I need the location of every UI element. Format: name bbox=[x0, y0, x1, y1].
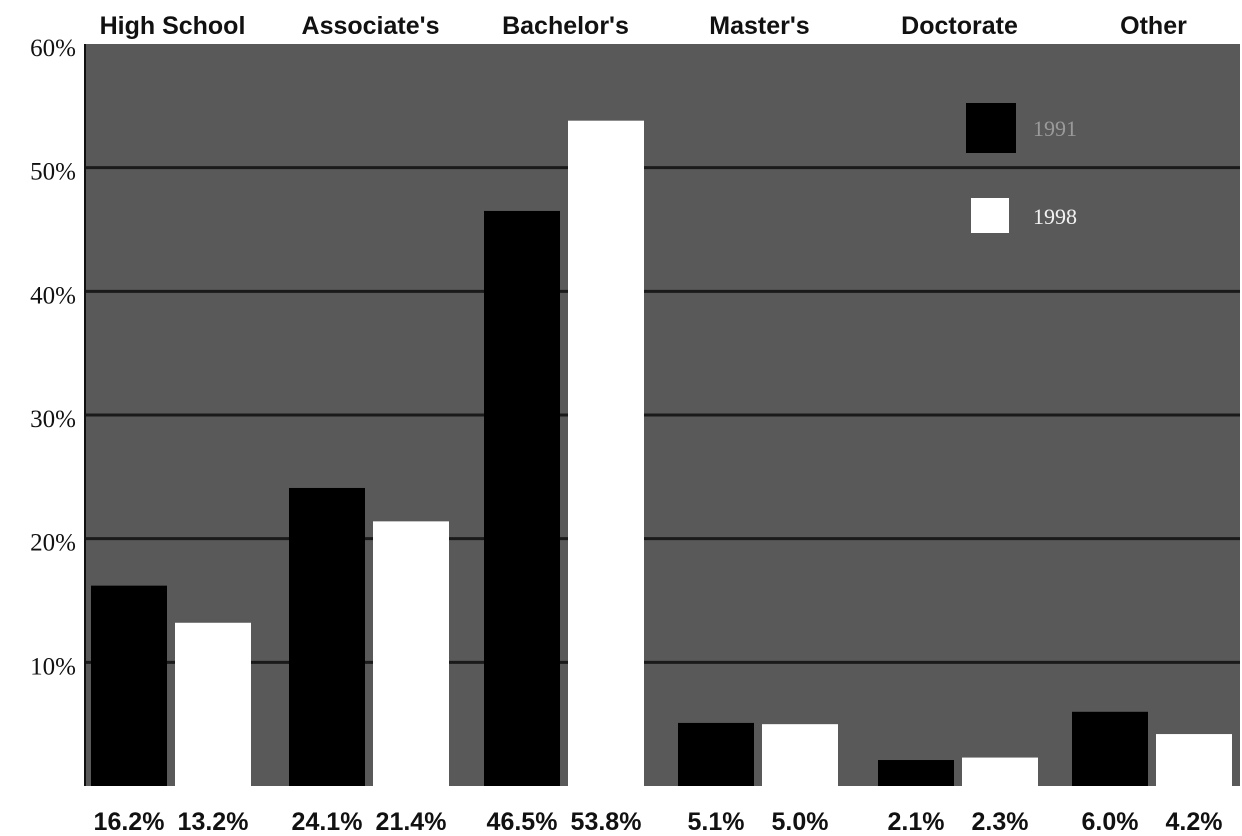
data-label: 21.4% bbox=[376, 808, 447, 836]
category-label: High School bbox=[100, 12, 246, 40]
data-label: 53.8% bbox=[571, 808, 642, 836]
bar-1991 bbox=[289, 487, 365, 786]
bar-1991 bbox=[1072, 711, 1148, 786]
category-label: Other bbox=[1120, 12, 1187, 40]
data-label: 13.2% bbox=[178, 808, 249, 836]
category-label: Associate's bbox=[302, 12, 440, 40]
data-label: 5.1% bbox=[688, 808, 745, 836]
category-labels: High School Associate's Bachelor's Master's… bbox=[100, 12, 1188, 40]
bar-1998 bbox=[373, 521, 449, 786]
legend: 1991 1998 bbox=[966, 103, 1077, 233]
data-label: 24.1% bbox=[292, 808, 363, 836]
legend-swatch-1998 bbox=[971, 198, 1009, 233]
y-tick-label: 10% bbox=[30, 653, 76, 680]
y-tick-label: 30% bbox=[30, 406, 76, 433]
y-tick-label: 40% bbox=[30, 282, 76, 309]
legend-label-1991: 1991 bbox=[1033, 116, 1077, 141]
bar-1998 bbox=[762, 724, 838, 786]
data-label: 4.2% bbox=[1166, 808, 1223, 836]
data-label: 2.1% bbox=[888, 808, 945, 836]
data-labels: 16.2% 13.2% 24.1% 21.4% 46.5% 53.8% 5.1% 5.0% 2.… bbox=[94, 808, 1223, 836]
bar-1991 bbox=[878, 760, 954, 786]
y-tick-label: 60% bbox=[30, 35, 76, 62]
y-tick-label: 20% bbox=[30, 530, 76, 557]
data-label: 16.2% bbox=[94, 808, 165, 836]
legend-label-1998: 1998 bbox=[1033, 204, 1077, 229]
bar-1991 bbox=[678, 722, 754, 786]
legend-swatch-1991 bbox=[966, 103, 1016, 153]
bar-1998 bbox=[568, 120, 644, 786]
bars bbox=[91, 120, 1232, 786]
category-label: Doctorate bbox=[901, 12, 1018, 40]
category-label: Master's bbox=[709, 12, 809, 40]
bar-1998 bbox=[1156, 734, 1232, 786]
data-label: 2.3% bbox=[972, 808, 1029, 836]
y-axis-ticks: 10% 20% 30% 40% 50% 60% bbox=[30, 35, 76, 680]
bar-1991 bbox=[91, 585, 167, 786]
bar-1991 bbox=[484, 210, 560, 786]
bar-1998 bbox=[962, 757, 1038, 786]
data-label: 46.5% bbox=[487, 808, 558, 836]
data-label: 5.0% bbox=[772, 808, 829, 836]
gridlines bbox=[85, 166, 1240, 664]
category-label: Bachelor's bbox=[502, 12, 629, 40]
y-tick-label: 50% bbox=[30, 159, 76, 186]
bar-1998 bbox=[175, 622, 251, 786]
data-label: 6.0% bbox=[1082, 808, 1139, 836]
